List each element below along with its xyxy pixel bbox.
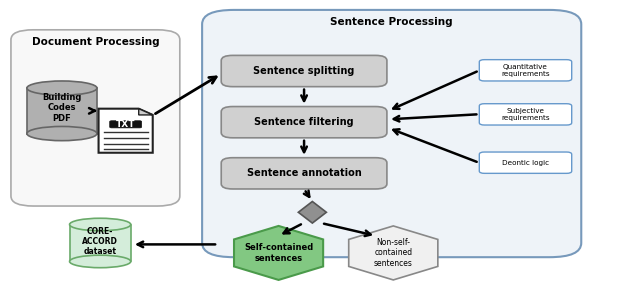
FancyBboxPatch shape — [479, 152, 572, 173]
Text: CORE-
ACCORD
dataset: CORE- ACCORD dataset — [82, 227, 118, 257]
Text: Subjective
requirements: Subjective requirements — [501, 108, 550, 121]
FancyBboxPatch shape — [109, 121, 141, 128]
Ellipse shape — [27, 81, 97, 95]
Polygon shape — [349, 226, 438, 280]
Text: Building
Codes
PDF: Building Codes PDF — [42, 93, 82, 123]
Polygon shape — [234, 226, 323, 280]
Text: Non-self-
contained
sentences: Non-self- contained sentences — [374, 238, 413, 268]
Text: Sentence Processing: Sentence Processing — [330, 17, 453, 27]
Text: Document Processing: Document Processing — [31, 37, 159, 47]
FancyBboxPatch shape — [11, 30, 180, 206]
Polygon shape — [298, 201, 326, 223]
Text: Sentence annotation: Sentence annotation — [246, 168, 362, 178]
FancyBboxPatch shape — [221, 55, 387, 87]
Ellipse shape — [70, 218, 131, 231]
Text: Sentence filtering: Sentence filtering — [254, 117, 354, 127]
Text: Quantitative
requirements: Quantitative requirements — [501, 64, 550, 77]
Text: Deontic logic: Deontic logic — [502, 160, 549, 166]
Ellipse shape — [27, 127, 97, 141]
Text: Self-contained
sentences: Self-contained sentences — [244, 243, 313, 263]
FancyBboxPatch shape — [479, 60, 572, 81]
Polygon shape — [99, 109, 153, 153]
FancyBboxPatch shape — [202, 10, 581, 257]
Text: Sentence splitting: Sentence splitting — [253, 66, 355, 76]
Polygon shape — [139, 109, 153, 115]
Text: TXT: TXT — [116, 120, 136, 129]
FancyBboxPatch shape — [221, 158, 387, 189]
Bar — [27, 88, 97, 133]
Ellipse shape — [70, 255, 131, 268]
Bar — [70, 224, 131, 261]
FancyBboxPatch shape — [479, 104, 572, 125]
FancyBboxPatch shape — [221, 106, 387, 138]
